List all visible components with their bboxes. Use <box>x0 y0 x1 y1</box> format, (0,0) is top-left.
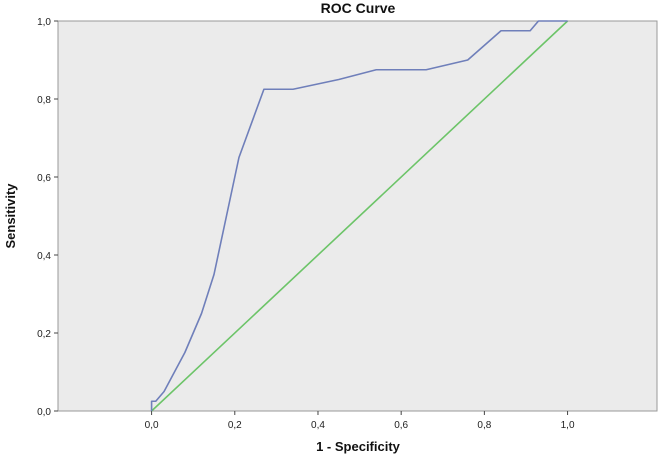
x-tick-label: 0,6 <box>394 420 408 431</box>
x-tick-label: 0,4 <box>311 420 325 431</box>
y-tick-label: 1,0 <box>37 17 51 28</box>
roc-curve-line <box>150 20 568 411</box>
y-tick-label: 0,2 <box>37 329 51 340</box>
x-tick-label: 0,8 <box>477 420 491 431</box>
y-axis-label: Sensitivity <box>3 183 18 249</box>
series-layer <box>150 20 569 412</box>
plot-area <box>57 20 658 412</box>
reference-line <box>151 20 569 412</box>
x-axis-label: 1 - Specificity <box>316 439 401 454</box>
y-tick-label: 0,0 <box>37 407 51 418</box>
y-axis: 0,0 0,2 0,4 0,6 0,8 1,0 <box>37 17 58 418</box>
y-tick-label: 0,8 <box>37 95 51 106</box>
y-tick-label: 0,6 <box>37 173 51 184</box>
x-tick-label: 1,0 <box>561 420 575 431</box>
y-tick-label: 0,4 <box>37 251 51 262</box>
x-tick-label: 0,0 <box>145 420 159 431</box>
x-tick-label: 0,2 <box>228 420 242 431</box>
chart-title: ROC Curve <box>321 0 396 16</box>
x-axis: 0,0 0,2 0,4 0,6 0,8 1,0 <box>145 411 575 431</box>
